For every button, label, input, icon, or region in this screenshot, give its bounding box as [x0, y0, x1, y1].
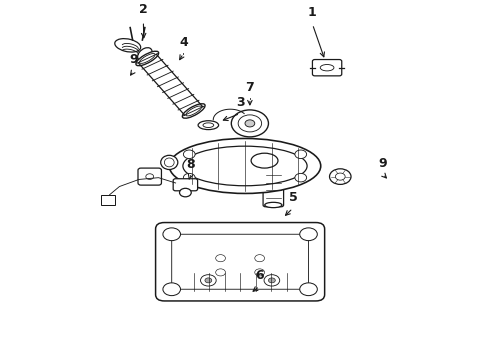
Ellipse shape	[198, 121, 219, 130]
Ellipse shape	[115, 39, 141, 52]
Ellipse shape	[183, 146, 307, 186]
Circle shape	[205, 278, 212, 283]
Text: 5: 5	[289, 191, 297, 204]
Circle shape	[146, 174, 154, 179]
Circle shape	[269, 278, 275, 283]
Ellipse shape	[186, 106, 201, 116]
Circle shape	[300, 283, 318, 296]
Ellipse shape	[182, 104, 205, 118]
Circle shape	[183, 150, 195, 158]
Circle shape	[295, 174, 307, 182]
FancyBboxPatch shape	[313, 59, 342, 76]
Circle shape	[216, 255, 225, 262]
Ellipse shape	[203, 123, 214, 127]
Circle shape	[335, 173, 345, 180]
Text: 6: 6	[255, 269, 264, 282]
Ellipse shape	[251, 153, 278, 168]
Text: 3: 3	[236, 96, 245, 109]
Text: 8: 8	[186, 158, 195, 171]
Circle shape	[216, 269, 225, 276]
Text: 2: 2	[139, 3, 148, 16]
Circle shape	[300, 228, 318, 240]
FancyBboxPatch shape	[101, 195, 115, 204]
Text: 1: 1	[308, 6, 317, 19]
Circle shape	[238, 115, 262, 132]
Ellipse shape	[265, 167, 282, 172]
Circle shape	[200, 275, 216, 286]
Circle shape	[183, 174, 195, 182]
Circle shape	[330, 169, 351, 184]
Ellipse shape	[169, 139, 321, 193]
FancyBboxPatch shape	[156, 222, 325, 301]
Text: 4: 4	[179, 36, 188, 49]
Circle shape	[245, 120, 255, 127]
Ellipse shape	[161, 155, 178, 170]
Circle shape	[295, 150, 307, 158]
Circle shape	[255, 269, 265, 276]
Ellipse shape	[140, 54, 155, 63]
Circle shape	[231, 110, 269, 137]
FancyBboxPatch shape	[173, 179, 197, 191]
Ellipse shape	[320, 64, 334, 71]
Text: 9: 9	[129, 53, 138, 66]
FancyBboxPatch shape	[172, 234, 309, 289]
Text: 9: 9	[378, 157, 387, 170]
Circle shape	[264, 275, 280, 286]
Ellipse shape	[136, 51, 159, 66]
Circle shape	[163, 283, 180, 296]
Ellipse shape	[138, 48, 152, 61]
Circle shape	[163, 228, 180, 240]
FancyBboxPatch shape	[263, 168, 284, 207]
Ellipse shape	[164, 158, 174, 167]
Ellipse shape	[265, 202, 282, 208]
Circle shape	[179, 188, 191, 197]
Circle shape	[255, 255, 265, 262]
Text: 7: 7	[245, 81, 254, 94]
FancyBboxPatch shape	[138, 168, 161, 185]
